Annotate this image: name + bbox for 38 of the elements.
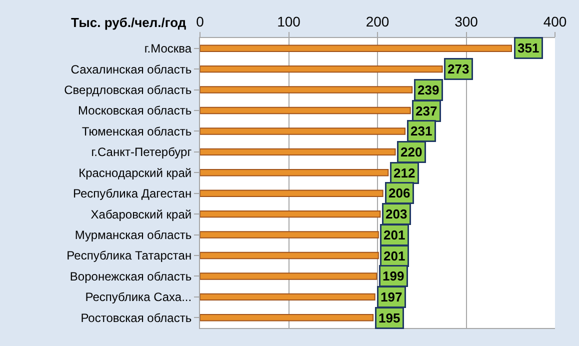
y-tick-label: Хабаровский край: [90, 207, 192, 222]
y-tick-label: Краснодарский край: [78, 166, 192, 180]
x-tick-label: 300: [454, 13, 478, 30]
data-label: 212: [394, 166, 416, 180]
bar: [200, 293, 376, 301]
data-label: 237: [416, 104, 438, 118]
y-tick-label: Республика Дагестан: [73, 186, 192, 201]
y-tick-label: Сахалинская область: [70, 62, 192, 76]
x-tick-label: 400: [543, 13, 567, 30]
data-label: 206: [388, 186, 410, 200]
y-tick-label: Московская область: [78, 104, 192, 118]
y-tick-label: Тюменская область: [82, 124, 192, 138]
y-tick-label: г.Москва: [144, 42, 192, 56]
data-label: 195: [378, 310, 400, 326]
data-label: 199: [382, 268, 404, 284]
data-label: 239: [418, 82, 440, 98]
data-label: 220: [400, 144, 422, 160]
y-tick-label: Мурманская область: [74, 228, 192, 242]
bar: [200, 44, 512, 52]
data-label: 273: [448, 62, 470, 76]
y-tick-label: г.Санкт-Петербург: [91, 145, 192, 160]
y-tick-label: Свердловская область: [64, 82, 192, 97]
y-tick-label: Республика Саха...: [85, 290, 192, 304]
x-axis-title: Тыс. руб./чел./год: [71, 15, 187, 30]
data-label: 197: [380, 290, 402, 304]
data-label: 201: [384, 228, 406, 242]
bar: [200, 272, 378, 280]
x-tick-label: 0: [196, 13, 204, 30]
bar: [200, 190, 384, 197]
data-label: 351: [518, 40, 540, 56]
x-tick-label: 100: [277, 13, 301, 30]
x-tick-label: 200: [366, 13, 390, 30]
y-tick-label: Республика Татарстан: [66, 248, 192, 263]
data-label: 201: [384, 248, 406, 264]
data-label: 231: [410, 124, 432, 138]
y-tick-label: Воронежская область: [70, 269, 192, 284]
data-label: 203: [386, 206, 408, 222]
y-tick-label: Ростовская область: [80, 310, 192, 325]
